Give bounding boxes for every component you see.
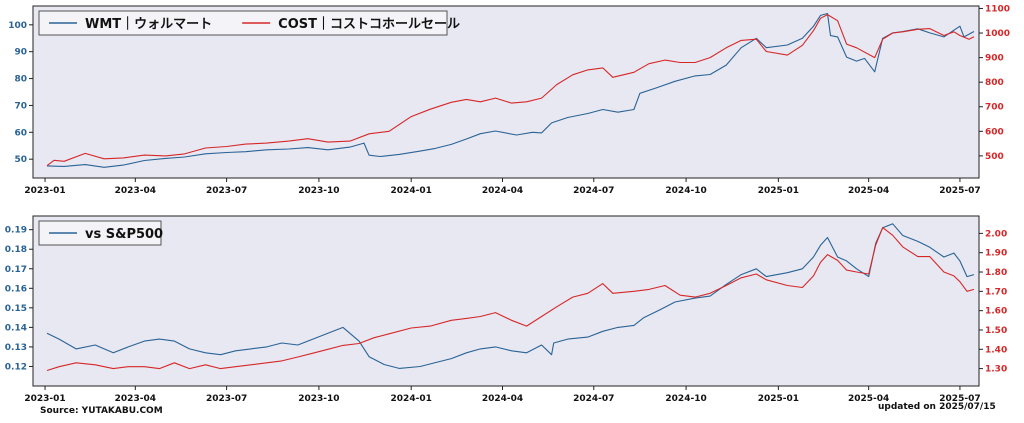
x-tick-label: 2024-04 [482, 394, 523, 404]
y-left-tick-label: 0.18 [5, 245, 27, 255]
y-left-tick-label: 80 [14, 75, 27, 85]
y-left-tick-label: 100 [8, 21, 27, 31]
x-tick-label: 2023-04 [115, 186, 156, 196]
y-left-tick-label: 0.12 [5, 362, 27, 372]
x-tick-label: 2024-04 [482, 186, 523, 196]
y-right-tick-label: 1.50 [985, 326, 1007, 336]
x-tick-label: 2024-01 [391, 186, 432, 196]
x-tick-label: 2024-07 [573, 186, 614, 196]
x-tick-label: 2023-01 [24, 394, 65, 404]
y-left-tick-label: 0.14 [5, 323, 27, 333]
x-tick-label: 2023-10 [298, 186, 339, 196]
y-left-tick-label: 0.19 [5, 226, 27, 236]
y-right-tick-label: 500 [985, 152, 1004, 162]
x-tick-label: 2025-04 [848, 394, 889, 404]
y-left-tick-label: 0.17 [5, 265, 27, 275]
y-left-tick-label: 0.15 [5, 304, 27, 314]
updated-date: updated on 2025/07/15 [878, 402, 996, 412]
x-tick-label: 2023-04 [115, 394, 156, 404]
series-line-right [46, 14, 975, 167]
series-line-right [46, 227, 975, 372]
series-line-left [46, 223, 975, 369]
y-right-tick-label: 1.70 [985, 287, 1007, 297]
y-right-tick-label: 900 [985, 54, 1004, 64]
y-right-tick-label: 1100 [985, 4, 1010, 14]
x-tick-label: 2024-01 [391, 394, 432, 404]
legend: WMT｜ウォルマート COST｜コストコホールセール [38, 10, 460, 36]
x-tick-label: 2024-10 [665, 394, 706, 404]
x-tick-label: 2024-07 [573, 394, 614, 404]
y-right-tick-label: 1.60 [985, 307, 1007, 317]
x-tick-label: 2023-01 [24, 186, 65, 196]
y-right-tick-label: 800 [985, 78, 1004, 88]
y-right-tick-label: 700 [985, 103, 1004, 113]
legend-label: vs S&P500 [85, 227, 163, 242]
legend: vs S&P500 [38, 220, 163, 246]
y-right-tick-label: 1.30 [985, 365, 1007, 375]
y-left-tick-label: 0.16 [5, 284, 27, 294]
y-left-tick-label: 60 [14, 128, 27, 138]
y-right-tick-label: 1000 [985, 29, 1010, 39]
x-tick-label: 2023-10 [298, 394, 339, 404]
y-right-tick-label: 1.90 [985, 249, 1007, 259]
y-right-tick-label: 2.00 [985, 229, 1007, 239]
x-tick-label: 2025-04 [848, 186, 889, 196]
y-left-tick-label: 0.13 [5, 343, 27, 353]
x-tick-label: 2023-07 [206, 394, 247, 404]
y-left-tick-label: 90 [14, 48, 27, 58]
y-right-tick-label: 1.40 [985, 345, 1007, 355]
x-tick-label: 2023-07 [206, 186, 247, 196]
x-tick-label: 2025-07 [939, 394, 980, 404]
x-tick-label: 2025-01 [758, 394, 799, 404]
x-tick-label: 2025-07 [939, 186, 980, 196]
series-line-left [46, 12, 975, 168]
y-right-tick-label: 600 [985, 127, 1004, 137]
price-chart-panel: 2023-01 2023-04 2023-07 2023-10 2024-01 2024-… [8, 4, 1010, 196]
legend-box [38, 10, 448, 36]
legend-label: WMT｜ウォルマート [85, 16, 212, 32]
legend-label: COST｜コストコホールセール [278, 16, 460, 32]
x-tick-label: 2024-10 [665, 186, 706, 196]
x-tick-label: 2025-01 [758, 186, 799, 196]
source-note: Source: YUTAKABU.COM [40, 406, 163, 416]
y-left-tick-label: 50 [14, 155, 27, 165]
relative-chart-panel: 2023-01 2023-04 2023-07 2023-10 2024-01 2024-… [5, 215, 1007, 404]
y-right-tick-label: 1.80 [985, 268, 1007, 278]
y-left-tick-label: 70 [14, 101, 27, 111]
plot-area [32, 215, 980, 387]
